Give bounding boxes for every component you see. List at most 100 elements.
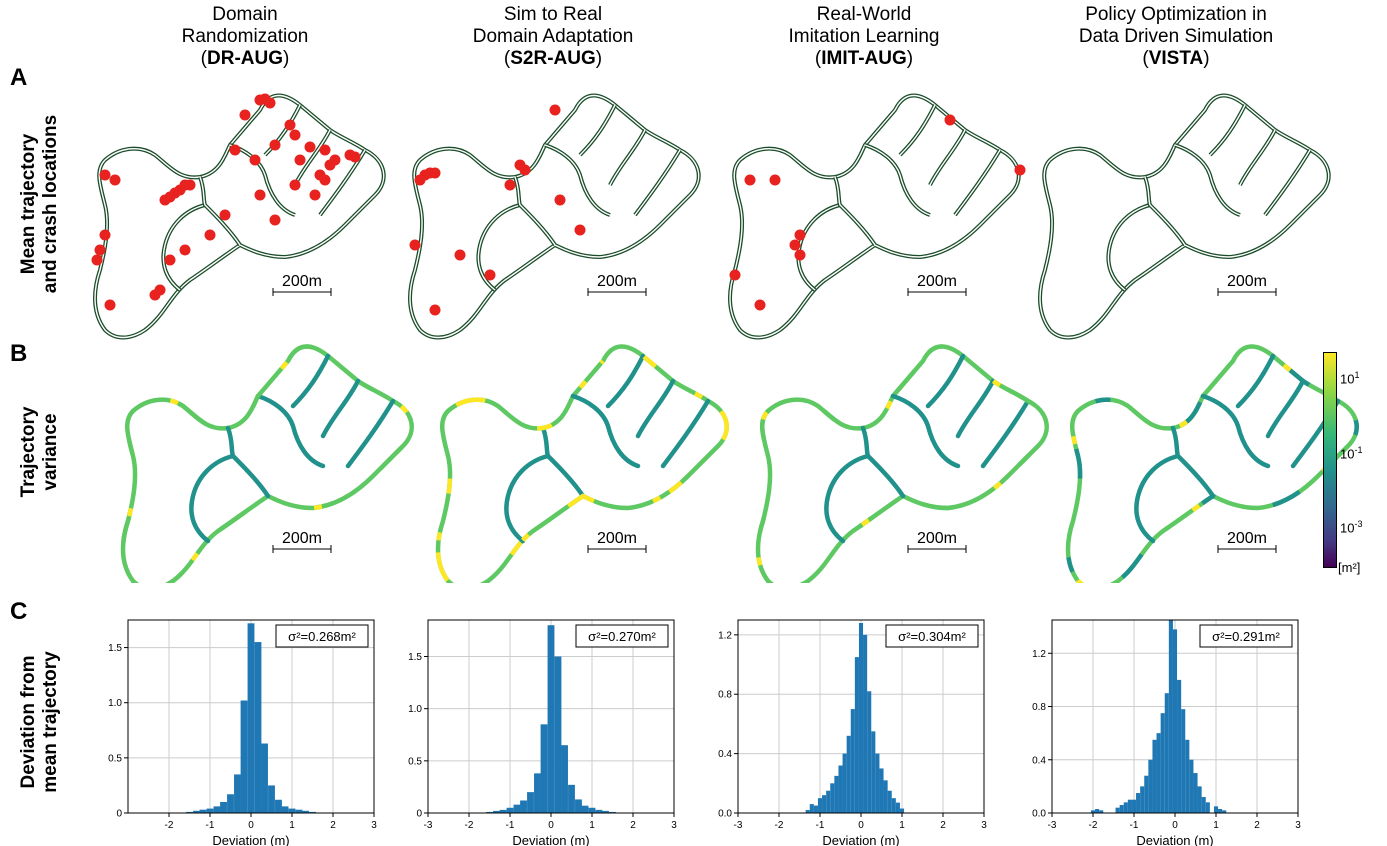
- variance-highlight: [120, 344, 414, 583]
- scale-bar-label: 200m: [917, 530, 957, 547]
- variance-road: [925, 353, 966, 409]
- x-tick-label: 0: [1172, 820, 1178, 831]
- road-outline: [898, 104, 937, 157]
- histogram-bar: [234, 774, 241, 813]
- road-center: [729, 94, 1020, 339]
- x-tick-label: 0: [248, 820, 254, 831]
- y-tick-label: 1.0: [408, 704, 422, 715]
- x-tick-label: -1: [816, 820, 825, 831]
- crash-marker: [409, 239, 421, 251]
- variance-road: [1134, 453, 1181, 544]
- road-center: [199, 176, 241, 246]
- road-outline: [476, 203, 521, 292]
- track-map: 200m: [91, 93, 386, 340]
- track-map: 200m: [1038, 93, 1331, 340]
- variance-road: [660, 398, 711, 469]
- variance-annotation-box: [275, 624, 369, 648]
- crash-marker: [99, 229, 111, 241]
- histogram-bar: [1177, 679, 1182, 813]
- road-outline: [1174, 143, 1241, 217]
- y-tick-label: 0: [116, 809, 122, 820]
- crash-marker: [319, 174, 331, 186]
- y-tick-label: 1.5: [108, 643, 122, 654]
- variance-road: [189, 453, 236, 544]
- crash-marker: [249, 154, 261, 166]
- column-title-code: S2R-AUG: [510, 48, 596, 69]
- column-title-1: Domain Randomization (DR-AUG): [95, 4, 395, 70]
- variance-annotation: σ²=0.270m²: [588, 629, 656, 644]
- variance-map: 200m: [1065, 344, 1359, 583]
- crash-marker: [179, 244, 191, 256]
- scale-bar-label: 200m: [282, 530, 322, 547]
- x-tick-label: 3: [1295, 820, 1301, 831]
- crash-marker: [239, 109, 251, 121]
- scale-bar-label: 200m: [282, 273, 322, 290]
- histogram-bar: [588, 807, 596, 813]
- histogram-bar: [199, 809, 207, 813]
- crash-marker: [99, 169, 111, 181]
- variance-maps: 200m 200m 200m 200m: [120, 344, 1359, 583]
- road-center: [1209, 104, 1246, 156]
- y-tick-label: 1.2: [718, 630, 732, 641]
- crash-marker: [414, 174, 426, 186]
- histogram-bar: [1148, 759, 1153, 813]
- histogram-bar: [602, 810, 609, 813]
- road-outline: [93, 93, 386, 340]
- histogram-bar: [227, 794, 234, 813]
- crash-marker: [519, 164, 531, 176]
- variance-road: [635, 378, 676, 439]
- histogram-bar: [540, 724, 548, 813]
- variance-road: [1235, 353, 1276, 409]
- histogram-bar: [809, 804, 814, 813]
- crash-marker: [549, 104, 561, 116]
- crash-marker: [794, 229, 806, 241]
- x-tick-label: 0: [858, 820, 864, 831]
- crash-marker: [554, 194, 566, 206]
- variance-highlight: [435, 344, 729, 583]
- column-title-line1: Real-World: [816, 4, 912, 25]
- scale-bar: 200m: [587, 530, 647, 553]
- variance-road: [1265, 378, 1306, 439]
- variance-road: [120, 344, 414, 583]
- column-title-line2: Imitation Learning: [788, 26, 940, 47]
- histogram-bar: [1160, 713, 1165, 813]
- crash-marker: [769, 174, 781, 186]
- road-center: [1264, 149, 1311, 216]
- histogram-bar: [1115, 807, 1120, 813]
- histogram-bar: [1136, 793, 1141, 813]
- road-outline: [833, 176, 877, 247]
- variance-map: 200m: [120, 344, 414, 583]
- x-tick-label: -1: [1130, 820, 1139, 831]
- crash-marker: [204, 229, 216, 241]
- crash-marker: [219, 209, 231, 221]
- x-tick-label: 1: [289, 820, 295, 831]
- x-tick-label: -3: [424, 820, 433, 831]
- x-tick-label: -2: [465, 820, 474, 831]
- histogram-bar: [268, 785, 275, 813]
- histogram-bar: [309, 811, 316, 813]
- histogram-bar: [1213, 806, 1219, 813]
- variance-road: [225, 425, 271, 499]
- histogram-bar: [247, 623, 255, 813]
- column-title-line2: Randomization: [181, 26, 309, 47]
- road-center: [514, 176, 556, 246]
- variance-highlight: [755, 344, 1049, 583]
- histogram-bar: [1152, 739, 1157, 813]
- road-center: [634, 149, 681, 216]
- column-title-line1: Domain: [212, 4, 278, 25]
- histogram-bar: [1201, 797, 1206, 813]
- histogram-bar: [826, 790, 831, 813]
- y-tick-label: 0.8: [1032, 702, 1046, 713]
- scale-bar-label: 200m: [597, 530, 637, 547]
- histogram-bar: [867, 691, 872, 813]
- column-title-code: VISTA: [1148, 48, 1204, 69]
- histogram-bar: [883, 780, 888, 813]
- variance-road: [890, 393, 961, 469]
- road-center: [834, 176, 876, 246]
- crash-marker: [104, 299, 116, 311]
- histogram-bar: [281, 806, 289, 813]
- histogram-bar: [838, 765, 843, 813]
- column-title-line1: Sim to Real: [503, 4, 603, 25]
- y-tick-label: 0.5: [408, 756, 422, 767]
- crash-marker: [304, 141, 316, 153]
